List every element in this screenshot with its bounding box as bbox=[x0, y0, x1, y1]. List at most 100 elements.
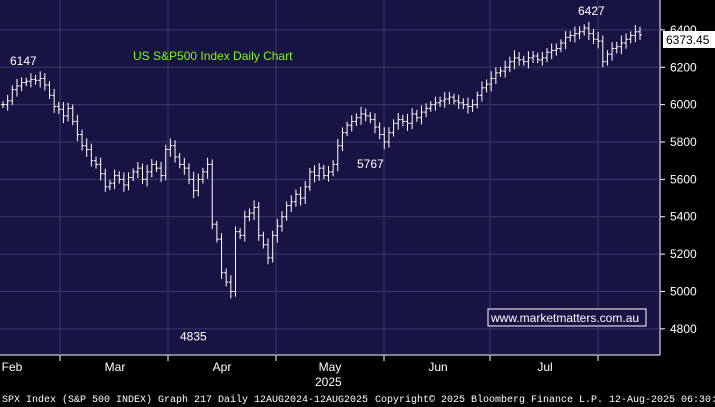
price-bar bbox=[419, 105, 424, 125]
price-bar bbox=[484, 79, 489, 93]
price-bar bbox=[521, 55, 526, 66]
price-bar bbox=[1, 101, 5, 108]
price-bar bbox=[126, 172, 131, 191]
price-bar bbox=[489, 71, 494, 92]
price-bar bbox=[14, 79, 19, 97]
price-bar bbox=[182, 157, 187, 175]
price-bar bbox=[382, 127, 387, 150]
price-bar bbox=[140, 163, 145, 184]
price-bar bbox=[131, 168, 136, 182]
price-bar bbox=[107, 179, 112, 191]
price-bar bbox=[465, 97, 470, 114]
x-tick-label: Jun bbox=[428, 360, 447, 374]
price-bar bbox=[270, 230, 275, 263]
price-bar bbox=[335, 138, 340, 172]
gridlines bbox=[0, 0, 660, 355]
price-bar bbox=[284, 201, 289, 221]
price-bar bbox=[233, 226, 238, 297]
price-bar bbox=[89, 143, 94, 167]
price-bar bbox=[75, 114, 80, 142]
price-bar bbox=[479, 81, 484, 102]
price-bar bbox=[349, 115, 354, 132]
price-bar bbox=[186, 163, 191, 185]
price-bar bbox=[321, 164, 326, 179]
price-bar bbox=[563, 31, 568, 50]
price-bar bbox=[196, 173, 201, 197]
price-bar bbox=[66, 102, 71, 122]
price-bar bbox=[461, 98, 466, 110]
x-tick-label: Mar bbox=[105, 360, 126, 374]
last-value-box bbox=[663, 31, 715, 48]
price-bar bbox=[452, 93, 457, 105]
price-bar bbox=[242, 210, 247, 242]
price-bar bbox=[549, 43, 554, 60]
price-bar bbox=[424, 103, 429, 118]
price-bar bbox=[605, 50, 610, 66]
price-bar bbox=[121, 172, 126, 192]
x-axis-panel bbox=[0, 355, 715, 407]
price-bar bbox=[289, 195, 294, 213]
price-bar bbox=[535, 52, 540, 64]
last-value-label: 6373.45 bbox=[666, 33, 710, 47]
price-bar bbox=[582, 24, 587, 36]
price-bar bbox=[117, 171, 122, 184]
price-bar bbox=[266, 238, 271, 265]
price-bar bbox=[386, 127, 391, 148]
price-bar bbox=[38, 71, 43, 88]
price-bar bbox=[84, 138, 89, 157]
annotation-label: 6147 bbox=[10, 54, 37, 68]
annotation-label: 6427 bbox=[578, 4, 605, 18]
price-bar bbox=[42, 73, 47, 91]
price-bar bbox=[405, 113, 410, 131]
y-tick-label: 5400 bbox=[670, 210, 697, 224]
y-tick-label: 5200 bbox=[670, 247, 697, 261]
price-bar bbox=[554, 43, 559, 56]
plot-area bbox=[0, 0, 660, 355]
price-bar bbox=[568, 31, 573, 42]
price-bar bbox=[633, 25, 638, 43]
price-bar bbox=[610, 42, 615, 61]
price-bar bbox=[447, 91, 452, 105]
price-bar bbox=[205, 157, 210, 179]
price-bar bbox=[507, 56, 512, 73]
price-bar bbox=[56, 101, 61, 114]
price-bar bbox=[149, 159, 154, 178]
annotation-label: 4835 bbox=[180, 329, 207, 343]
y-tick-label: 6200 bbox=[670, 60, 697, 74]
price-bar bbox=[275, 218, 280, 243]
price-bar bbox=[224, 268, 229, 287]
last-value-badge: 6373.45 bbox=[663, 31, 715, 48]
price-bar bbox=[545, 48, 550, 63]
price-bar bbox=[312, 165, 317, 183]
price-bar bbox=[391, 119, 396, 137]
price-bar bbox=[340, 127, 345, 151]
watermark: www.marketmatters.com.au bbox=[487, 308, 647, 327]
price-bar bbox=[103, 168, 108, 192]
price-bar bbox=[154, 160, 159, 172]
footer-left: SPX Index (S&P 500 INDEX) Graph 217 Dail… bbox=[2, 394, 368, 406]
price-bar bbox=[400, 114, 405, 127]
price-bar bbox=[498, 67, 503, 77]
price-bar bbox=[638, 26, 642, 40]
y-tick-label: 4800 bbox=[670, 322, 697, 336]
price-bar bbox=[326, 165, 331, 182]
price-bar bbox=[52, 88, 57, 113]
price-bar bbox=[33, 74, 38, 85]
price-bar bbox=[61, 102, 66, 124]
footer-right: Copyright© 2025 Bloomberg Finance L.P. 1… bbox=[375, 394, 715, 406]
price-bar bbox=[210, 159, 215, 230]
price-bar bbox=[359, 106, 364, 125]
y-tick-label: 5800 bbox=[670, 135, 697, 149]
price-bar bbox=[191, 171, 196, 199]
price-bar bbox=[531, 51, 536, 63]
price-bar bbox=[624, 33, 629, 49]
price-bar bbox=[298, 186, 303, 206]
x-tick-label: Feb bbox=[2, 360, 23, 374]
price-bar bbox=[247, 208, 252, 222]
price-bar bbox=[586, 21, 591, 40]
price-bar bbox=[307, 167, 312, 191]
price-bar bbox=[354, 113, 359, 126]
x-tick-label: May bbox=[319, 360, 342, 374]
